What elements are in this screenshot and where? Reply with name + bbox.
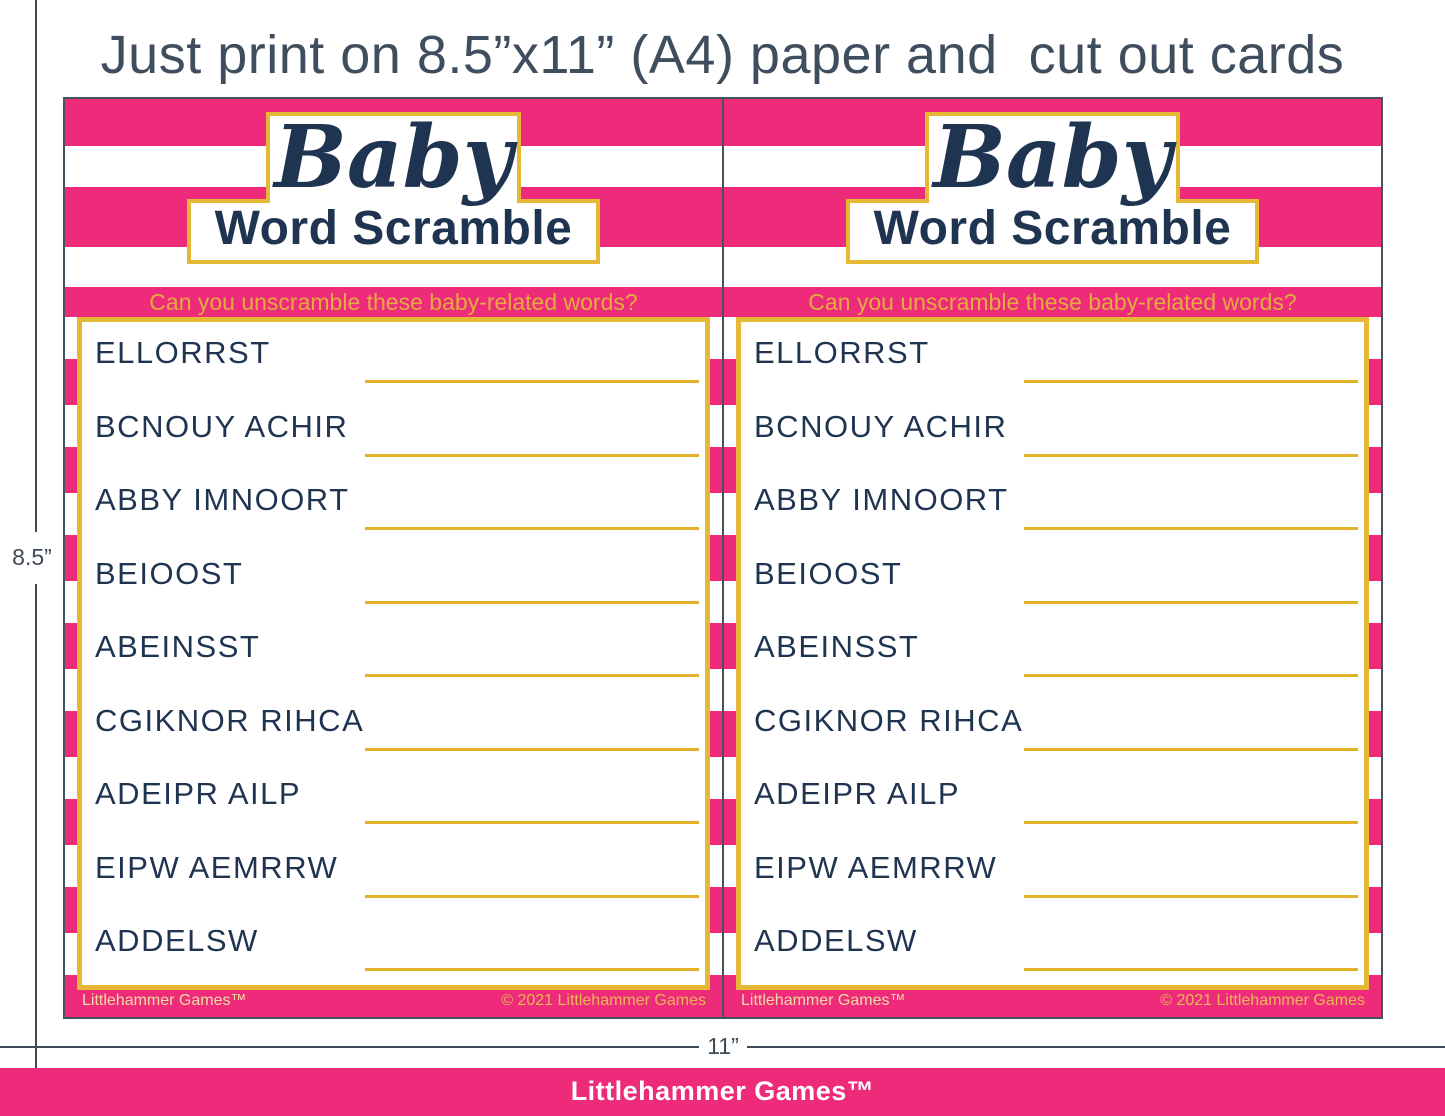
answer-line (365, 894, 699, 898)
baby-word-scramble-card: Baby Word Scramble Can you unscramble th… (724, 99, 1381, 1017)
word-row: ABBY IMNOORT (82, 469, 705, 543)
answer-line (365, 380, 699, 383)
page-title: Just print on 8.5”x11” (A4) paper and cu… (100, 25, 1345, 85)
answer-line (1024, 821, 1358, 824)
word-row: CGIKNOR RIHCA (741, 690, 1364, 764)
word-row: ADDELSW (741, 910, 1364, 984)
word-row: ADEIPR AILP (82, 763, 705, 837)
word-list: ELLORRST BCNOUY ACHIR ABBY IMNOORT BEIOOST A… (741, 322, 1364, 985)
answer-line (365, 674, 699, 677)
card-footer-brand: Littlehammer Games™ (82, 992, 247, 1009)
word-row: ELLORRST (741, 322, 1364, 396)
scrambled-word: BEIOOST (95, 555, 244, 591)
scrambled-word: ABBY IMNOORT (95, 482, 350, 517)
word-row: BEIOOST (82, 543, 705, 617)
card-subtitle: Can you unscramble these baby-related wo… (65, 287, 722, 317)
answer-line (1024, 600, 1358, 604)
answer-line (365, 821, 699, 824)
scrambled-word: ADEIPR AILP (95, 776, 302, 811)
scrambled-word: CGIKNOR RIHCA (754, 702, 1024, 738)
word-panel: ELLORRST BCNOUY ACHIR ABBY IMNOORT BEIOOST A… (77, 317, 710, 990)
word-row: EIPW AEMRRW (741, 837, 1364, 911)
answer-line (1024, 453, 1358, 457)
footer-bar: Littlehammer Games™ (0, 1068, 1445, 1116)
scrambled-word: ABBY IMNOORT (754, 482, 1009, 517)
scrambled-word: BEIOOST (754, 555, 903, 591)
answer-line (1024, 968, 1358, 971)
card-title-box-narrow (266, 112, 521, 203)
word-row: ABBY IMNOORT (741, 469, 1364, 543)
word-row: BCNOUY ACHIR (741, 396, 1364, 470)
word-panel: ELLORRST BCNOUY ACHIR ABBY IMNOORT BEIOOST A… (736, 317, 1369, 990)
card-title-main: Word Scramble (873, 202, 1232, 255)
word-row: ABEINSST (82, 616, 705, 690)
word-row: BCNOUY ACHIR (82, 396, 705, 470)
card-right: Baby Word Scramble Can you unscramble th… (724, 99, 1381, 1017)
answer-line (1024, 894, 1358, 898)
answer-line (1024, 674, 1358, 677)
height-dimension-line (35, 584, 37, 1116)
word-row: ABEINSST (741, 616, 1364, 690)
word-row: ELLORRST (82, 322, 705, 396)
width-dimension-line (747, 1046, 1445, 1048)
word-row: ADEIPR AILP (741, 763, 1364, 837)
cut-line-divider (722, 99, 724, 1017)
footer-brand: Littlehammer Games™ (570, 1076, 875, 1106)
answer-line (365, 968, 699, 971)
card-title-script: Baby (933, 107, 1172, 208)
card-subtitle: Can you unscramble these baby-related wo… (724, 287, 1381, 317)
scrambled-word: ABEINSST (95, 629, 261, 664)
scrambled-word: BCNOUY ACHIR (95, 408, 349, 444)
word-row: ADDELSW (82, 910, 705, 984)
baby-word-scramble-card: Baby Word Scramble Can you unscramble th… (65, 99, 722, 1017)
answer-line (365, 527, 699, 530)
card-title-box-narrow (925, 112, 1180, 203)
card-left: Baby Word Scramble Can you unscramble th… (65, 99, 722, 1017)
answer-line (365, 600, 699, 604)
cards-cut-block: Baby Word Scramble Can you unscramble th… (63, 97, 1383, 1019)
scrambled-word: ELLORRST (95, 335, 271, 370)
scrambled-word: EIPW AEMRRW (95, 849, 339, 885)
scrambled-word: ADDELSW (754, 923, 918, 958)
scrambled-word: ADDELSW (95, 923, 259, 958)
answer-line (1024, 747, 1358, 751)
scrambled-word: BCNOUY ACHIR (754, 408, 1008, 444)
answer-line (365, 453, 699, 457)
answer-line (1024, 380, 1358, 383)
width-dimension-line (0, 1046, 699, 1048)
width-dimension-label: 11” (699, 1033, 747, 1060)
height-dimension-label: 8.5” (12, 544, 52, 570)
scrambled-word: ADEIPR AILP (754, 776, 961, 811)
scrambled-word: CGIKNOR RIHCA (95, 702, 365, 738)
answer-line (1024, 527, 1358, 530)
answer-line (365, 747, 699, 751)
scrambled-word: EIPW AEMRRW (754, 849, 998, 885)
word-row: BEIOOST (741, 543, 1364, 617)
word-list: ELLORRST BCNOUY ACHIR ABBY IMNOORT BEIOOST A… (82, 322, 705, 985)
card-footer-copyright: © 2021 Littlehammer Games (1160, 992, 1365, 1009)
scrambled-word: ELLORRST (754, 335, 930, 370)
card-title-script: Baby (274, 107, 513, 208)
card-title-main: Word Scramble (214, 202, 573, 255)
card-footer-copyright: © 2021 Littlehammer Games (501, 992, 706, 1009)
word-row: CGIKNOR RIHCA (82, 690, 705, 764)
word-row: EIPW AEMRRW (82, 837, 705, 911)
card-footer-brand: Littlehammer Games™ (741, 992, 906, 1009)
scrambled-word: ABEINSST (754, 629, 920, 664)
height-dimension-line (35, 0, 37, 532)
